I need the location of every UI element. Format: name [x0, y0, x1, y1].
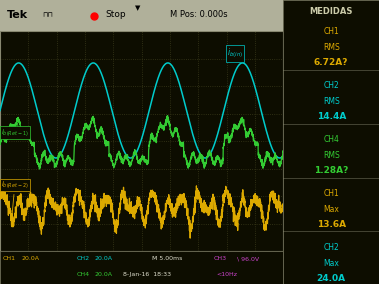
Text: CH4: CH4: [323, 135, 339, 144]
Text: $i_{b(in)}$: $i_{b(in)}$: [227, 47, 243, 62]
Text: 14.4A: 14.4A: [316, 112, 346, 121]
Text: 6.72A?: 6.72A?: [314, 59, 349, 67]
Text: ▼: ▼: [135, 5, 140, 11]
Text: CH2: CH2: [323, 81, 339, 90]
Text: M Pos: 0.000s: M Pos: 0.000s: [170, 11, 228, 20]
Text: 1.28A?: 1.28A?: [314, 166, 348, 175]
Text: Stop: Stop: [105, 11, 125, 20]
Text: 20.0A: 20.0A: [95, 272, 113, 277]
Text: 24.0A: 24.0A: [317, 274, 346, 283]
Text: CH2: CH2: [77, 256, 90, 261]
Text: Max: Max: [323, 259, 339, 268]
Text: CH3: CH3: [214, 256, 227, 261]
Text: $i_{b(Ret-1)}$: $i_{b(Ret-1)}$: [1, 123, 29, 137]
Text: CH2: CH2: [323, 243, 339, 252]
Text: CH1: CH1: [323, 27, 339, 36]
Text: \ 96.0V: \ 96.0V: [237, 256, 259, 261]
Text: $i_{b(Ret-2)}$: $i_{b(Ret-2)}$: [1, 179, 29, 219]
Text: <10Hz: <10Hz: [217, 272, 238, 277]
Text: CH4: CH4: [77, 272, 90, 277]
Text: 13.6A: 13.6A: [317, 220, 346, 229]
Text: Tek: Tek: [7, 10, 28, 20]
Text: RMS: RMS: [323, 151, 340, 160]
Text: 20.0A: 20.0A: [21, 256, 39, 261]
Text: RMS: RMS: [323, 43, 340, 52]
Text: MEDIDAS: MEDIDAS: [310, 7, 353, 16]
Text: Max: Max: [323, 205, 339, 214]
Text: CH1: CH1: [3, 256, 16, 261]
Text: CH1: CH1: [323, 189, 339, 198]
Text: 8-Jan-16  18:33: 8-Jan-16 18:33: [123, 272, 171, 277]
Text: RMS: RMS: [323, 97, 340, 106]
Text: ⊓⊓: ⊓⊓: [42, 12, 53, 18]
Text: M 5.00ms: M 5.00ms: [152, 256, 182, 261]
Text: 20.0A: 20.0A: [95, 256, 113, 261]
